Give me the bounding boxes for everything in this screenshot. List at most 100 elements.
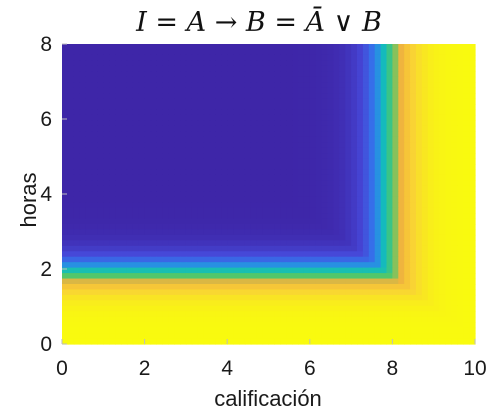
heatmap-cell xyxy=(197,65,205,72)
heatmap-cell xyxy=(268,109,275,116)
heatmap-cell xyxy=(233,224,240,231)
heatmap-cell xyxy=(174,251,181,258)
heatmap-cell xyxy=(410,240,417,247)
heatmap-cell xyxy=(168,240,175,247)
heatmap-cell xyxy=(168,54,175,61)
heatmap-cell xyxy=(203,44,211,51)
heatmap-cell xyxy=(233,240,240,247)
heatmap-cell xyxy=(286,180,293,187)
heatmap-cell xyxy=(309,174,317,181)
heatmap-cell xyxy=(73,196,81,203)
heatmap-cell xyxy=(250,109,258,116)
heatmap-cell xyxy=(191,125,199,132)
heatmap-cell xyxy=(91,54,98,61)
heatmap-cell xyxy=(150,196,157,203)
heatmap-cell xyxy=(191,109,199,116)
heatmap-cell xyxy=(121,131,128,138)
heatmap-cell xyxy=(209,82,216,89)
heatmap-cell xyxy=(469,294,476,301)
heatmap-cell xyxy=(132,54,140,61)
heatmap-cell xyxy=(138,262,146,269)
heatmap-cell xyxy=(244,284,252,291)
heatmap-cell xyxy=(457,191,464,198)
heatmap-cell xyxy=(156,267,163,274)
heatmap-cell xyxy=(351,60,358,67)
heatmap-cell xyxy=(268,267,275,274)
heatmap-cell xyxy=(298,273,305,280)
heatmap-cell xyxy=(309,338,317,345)
heatmap-cell xyxy=(427,49,435,56)
heatmap-cell xyxy=(109,153,116,160)
heatmap-cell xyxy=(292,234,299,241)
heatmap-cell xyxy=(185,82,193,89)
heatmap-cell xyxy=(303,256,311,263)
heatmap-cell xyxy=(368,234,376,241)
heatmap-cell xyxy=(292,322,299,329)
heatmap-cell xyxy=(138,202,146,209)
heatmap-cell xyxy=(197,278,205,285)
heatmap-cell xyxy=(292,158,299,165)
heatmap-cell xyxy=(144,229,152,236)
heatmap-cell xyxy=(233,60,240,67)
heatmap-cell xyxy=(85,294,93,301)
heatmap-cell xyxy=(215,267,222,274)
heatmap-cell xyxy=(398,147,405,154)
heatmap-cell xyxy=(410,251,417,258)
heatmap-cell xyxy=(439,164,447,171)
heatmap-cell xyxy=(351,278,358,285)
heatmap-cell xyxy=(126,136,134,143)
heatmap-cell xyxy=(174,87,181,94)
heatmap-cell xyxy=(416,114,423,121)
heatmap-cell xyxy=(416,218,423,225)
heatmap-cell xyxy=(451,147,458,154)
heatmap-cell xyxy=(274,289,281,296)
heatmap-cell xyxy=(351,224,358,231)
heatmap-cell xyxy=(91,213,98,220)
heatmap-cell xyxy=(85,224,93,231)
heatmap-cell xyxy=(321,338,329,345)
heatmap-cell xyxy=(132,338,140,345)
heatmap-cell xyxy=(351,136,358,143)
heatmap-cell xyxy=(410,76,417,83)
heatmap-cell xyxy=(362,114,370,121)
heatmap-cell xyxy=(445,229,452,236)
heatmap-cell xyxy=(103,207,110,214)
heatmap-cell xyxy=(250,120,258,127)
heatmap-cell xyxy=(351,54,358,61)
heatmap-cell xyxy=(239,93,246,100)
heatmap-cell xyxy=(91,82,98,89)
heatmap-cell xyxy=(339,142,346,149)
heatmap-cell xyxy=(209,245,216,252)
heatmap-cell xyxy=(185,294,193,301)
heatmap-cell xyxy=(156,240,163,247)
heatmap-cell xyxy=(138,273,146,280)
heatmap-cell xyxy=(156,284,163,291)
heatmap-cell xyxy=(185,311,193,318)
heatmap-cell xyxy=(126,305,134,312)
heatmap-cell xyxy=(439,104,447,111)
heatmap-cell xyxy=(138,136,146,143)
heatmap-cell xyxy=(410,169,417,176)
heatmap-cell xyxy=(333,251,340,258)
heatmap-cell xyxy=(433,196,441,203)
heatmap-cell xyxy=(203,109,211,116)
heatmap-cell xyxy=(185,93,193,100)
heatmap-cell xyxy=(292,327,299,334)
heatmap-cell xyxy=(180,218,187,225)
heatmap-cell xyxy=(256,82,264,89)
heatmap-cell xyxy=(392,333,399,340)
heatmap-cell xyxy=(463,125,470,132)
heatmap-cell xyxy=(351,240,358,247)
heatmap-cell xyxy=(85,240,93,247)
heatmap-cell xyxy=(339,114,346,121)
heatmap-cell xyxy=(421,316,429,323)
heatmap-cell xyxy=(433,289,441,296)
heatmap-cell xyxy=(398,338,405,345)
heatmap-cell xyxy=(333,327,340,334)
heatmap-cell xyxy=(109,251,116,258)
heatmap-cell xyxy=(180,294,187,301)
heatmap-cell xyxy=(126,262,134,269)
heatmap-cell xyxy=(298,333,305,340)
heatmap-cell xyxy=(221,213,228,220)
heatmap-cell xyxy=(67,147,75,154)
